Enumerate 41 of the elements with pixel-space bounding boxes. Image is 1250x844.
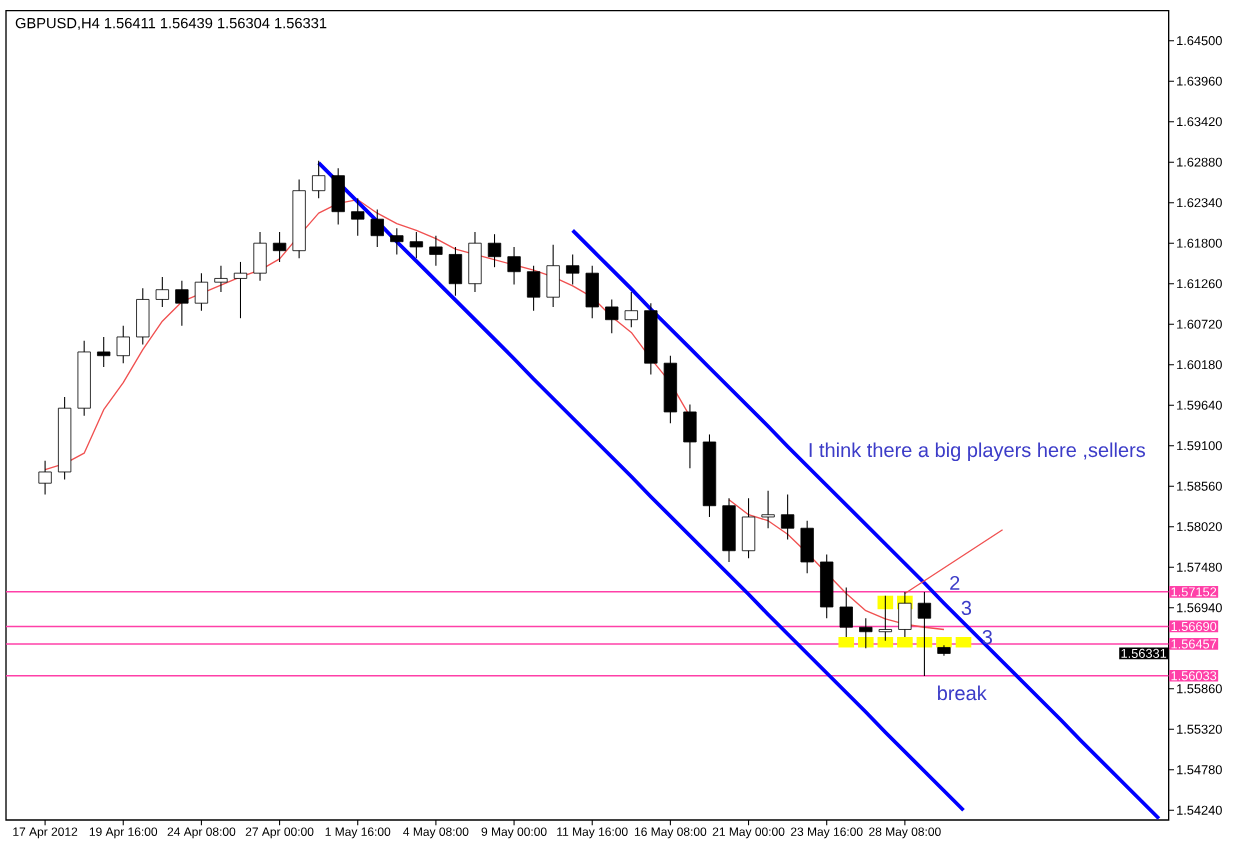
- candlestick: [351, 197, 365, 237]
- candlestick: [194, 272, 209, 312]
- candlestick: [448, 246, 463, 297]
- candlestick: [526, 265, 541, 312]
- candlestick: [624, 291, 638, 328]
- candlestick: [722, 497, 736, 563]
- candlestick: [38, 460, 52, 496]
- annotation: I think there a big players here ,sellers: [809, 442, 1146, 462]
- candlestick: [820, 553, 834, 619]
- candlestick: [233, 261, 248, 319]
- candlestick: [605, 298, 619, 334]
- candlestick: [683, 403, 697, 469]
- candlestick: [116, 325, 130, 364]
- candlestick: [741, 497, 756, 559]
- annotation: 3: [961, 600, 972, 616]
- candlestick: [546, 244, 560, 308]
- candlestick: [585, 265, 599, 319]
- annotation: break: [938, 685, 987, 701]
- candlestick: [155, 276, 169, 308]
- candlestick: [859, 617, 873, 649]
- candlestick: [97, 336, 111, 368]
- candlestick: [136, 287, 150, 345]
- candlestick: [429, 235, 443, 267]
- annotation: 2: [950, 575, 960, 590]
- candlestick: [175, 280, 189, 327]
- candlestick: [390, 227, 404, 255]
- candlestick: [370, 208, 384, 248]
- candlestick: [312, 160, 326, 199]
- candlestick: [214, 265, 228, 293]
- candlestick: [272, 231, 287, 263]
- candlestick: [761, 490, 775, 529]
- candlestick: [800, 520, 814, 574]
- candlestick: [566, 253, 580, 285]
- candlestick: [468, 231, 482, 293]
- candlestick: [409, 231, 424, 259]
- candlestick: [253, 231, 267, 282]
- candlestick: [331, 167, 345, 225]
- annotation: 3: [982, 630, 992, 645]
- candlestick: [780, 493, 795, 541]
- candlestick: [507, 246, 521, 285]
- candlestick: [487, 233, 502, 268]
